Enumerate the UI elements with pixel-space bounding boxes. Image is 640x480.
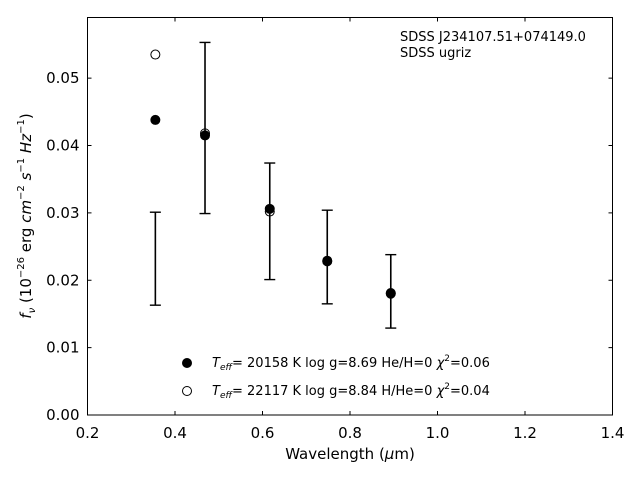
legend-entry-2-chi: =0.04 xyxy=(450,384,490,399)
data-point-filled xyxy=(150,114,161,125)
legend-entry-1: Teff= 20158 K log g=8.69 He/H=0 χ2=0.06 xyxy=(212,354,490,373)
error-bar xyxy=(264,162,276,281)
annotation-line-1: SDSS J234107.51+074149.0 xyxy=(400,30,586,45)
x-tick-label: 0.6 xyxy=(251,424,275,442)
plot-frame xyxy=(87,17,613,416)
y-tick-label: 0.01 xyxy=(46,339,79,357)
x-tick-label: 1.0 xyxy=(426,424,450,442)
data-point-open xyxy=(385,288,396,299)
data-point-open xyxy=(200,128,211,139)
y-tick-label: 0.03 xyxy=(46,204,79,222)
data-point-filled xyxy=(200,130,211,141)
data-point-filled xyxy=(264,203,275,214)
data-point-open xyxy=(150,49,161,60)
x-tick-label: 1.4 xyxy=(601,424,625,442)
y-tick-label: 0.02 xyxy=(46,271,79,289)
legend-entry-2: Teff= 22117 K log g=8.84 H/He=0 χ2=0.04 xyxy=(212,382,490,401)
data-point-open xyxy=(322,256,333,267)
legend-marker-filled xyxy=(182,358,192,368)
data-point-open xyxy=(264,206,275,217)
legend: Teff= 20158 K log g=8.69 He/H=0 χ2=0.06 … xyxy=(182,354,490,401)
legend-marker-open xyxy=(182,386,192,396)
x-tick-label: 0.8 xyxy=(338,424,362,442)
x-tick-label: 0.4 xyxy=(163,424,187,442)
annotation-line-2: SDSS ugriz xyxy=(400,46,471,61)
x-tick-label: 0.2 xyxy=(76,424,100,442)
error-bar xyxy=(149,211,161,306)
legend-entry-1-params: = 20158 K log g=8.69 He/H=0 xyxy=(232,356,432,371)
y-axis-label: fν (10−26 erg cm−2 s−1 Hz−1) xyxy=(16,113,38,318)
y-tick-label: 0.00 xyxy=(46,406,79,424)
x-tick-label: 1.2 xyxy=(513,424,537,442)
legend-entry-1-chi: =0.06 xyxy=(450,356,490,371)
legend-entry-2-params: = 22117 K log g=8.84 H/He=0 xyxy=(232,384,432,399)
y-tick-label: 0.05 xyxy=(46,69,79,87)
x-axis-label: Wavelength (μm) xyxy=(285,445,415,463)
error-bar xyxy=(199,41,211,215)
y-tick-label: 0.04 xyxy=(46,137,79,155)
